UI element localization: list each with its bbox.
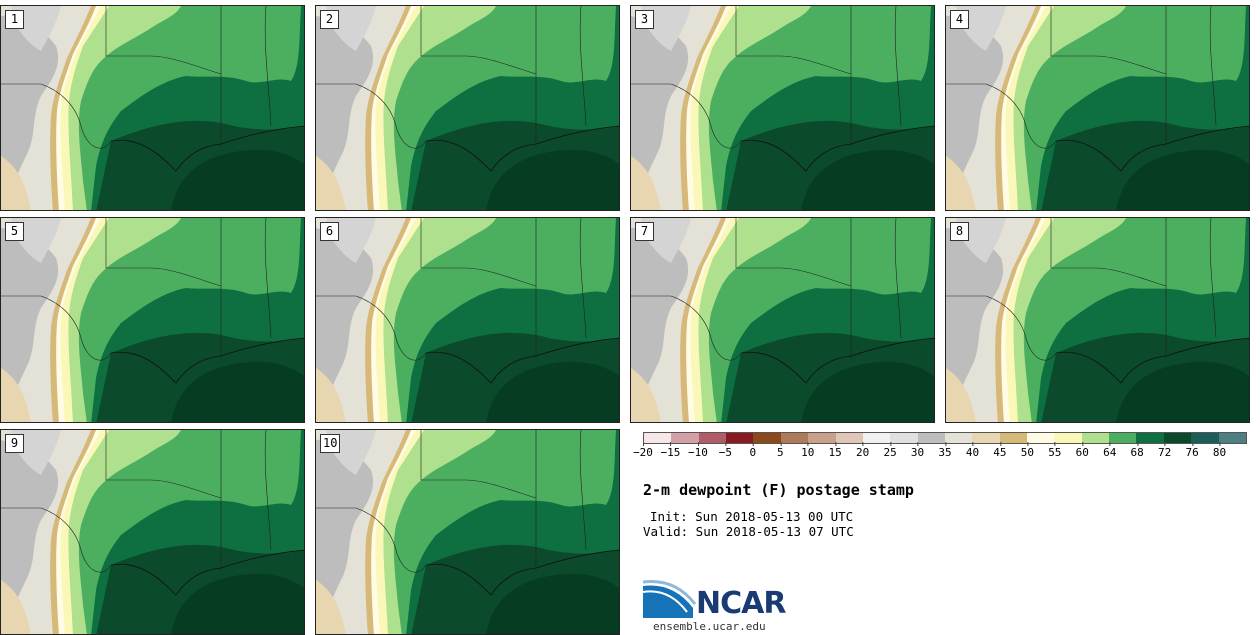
colorbar-tick-label: 55 [1048,442,1062,459]
site-url: ensemble.ucar.edu [653,620,766,633]
member-panel: 5 [0,217,305,423]
colorbar-swatch [780,433,809,443]
member-label: 2 [320,10,339,29]
colorbar-swatch [644,433,672,443]
colorbar-tick-label: 30 [910,442,925,459]
colorbar-swatch [808,433,836,443]
colorbar-tick-label: 68 [1130,442,1144,459]
colorbar-swatch [1218,433,1246,443]
colorbar-swatch [1027,433,1055,443]
member-panel: 10 [315,429,620,635]
valid-time: Valid: Sun 2018-05-13 07 UTC [643,524,854,539]
colorbar-tick-label: 45 [993,442,1007,459]
colorbar-tick-label: 15 [828,442,842,459]
dewpoint-map [316,218,619,422]
member-label: 10 [320,434,341,453]
colorbar-tick-label: 60 [1075,442,1089,459]
colorbar-tick-label: 10 [801,442,815,459]
colorbar-swatch [698,433,727,443]
colorbar-tick-label: 80 [1212,442,1227,459]
member-panel: 4 [945,5,1250,211]
member-label: 5 [5,222,24,241]
colorbar-swatch [753,433,781,443]
dewpoint-map [316,430,619,634]
colorbar-tick-label: −15 [660,442,681,459]
colorbar-swatch [1054,433,1082,443]
colorbar-swatch [671,433,699,443]
colorbar-swatch [835,433,863,443]
colorbar-tick-label: −10 [687,442,708,459]
colorbar-swatch [1109,433,1137,443]
plot-title: 2-m dewpoint (F) postage stamp [643,481,914,499]
colorbar-swatch [917,433,945,443]
member-label: 6 [320,222,339,241]
member-label: 4 [950,10,969,29]
colorbar-swatch [999,433,1028,443]
colorbar-tick-label: −5 [718,442,732,459]
colorbar-swatch [1163,433,1192,443]
member-label: 9 [5,434,24,453]
colorbar [643,432,1247,444]
member-label: 1 [5,10,24,29]
logo-text: NCAR [696,586,786,621]
colorbar-swatch [1081,433,1110,443]
colorbar-swatch [862,433,891,443]
colorbar-tick-label: 25 [883,442,897,459]
dewpoint-map [631,218,934,422]
dewpoint-map [631,6,934,210]
colorbar-tick-label: 64 [1103,442,1117,459]
colorbar-tick-label: 76 [1185,442,1199,459]
member-panel: 8 [945,217,1250,423]
dewpoint-map [1,6,304,210]
dewpoint-map [1,430,304,634]
colorbar-swatch [890,433,918,443]
colorbar-tick-label: 0 [749,442,757,459]
colorbar-swatch [944,433,973,443]
ncar-logo-icon [643,579,697,618]
member-panel: 9 [0,429,305,635]
colorbar-tick-label: −20 [633,442,653,459]
member-panel: 3 [630,5,935,211]
member-panel: 6 [315,217,620,423]
member-label: 8 [950,222,969,241]
member-label: 3 [635,10,654,29]
colorbar-tick-label: 72 [1158,442,1172,459]
colorbar-tick-label: 35 [938,442,952,459]
colorbar-swatch [1191,433,1219,443]
member-panel: 7 [630,217,935,423]
dewpoint-map [316,6,619,210]
dewpoint-map [946,218,1249,422]
colorbar-swatch [1136,433,1164,443]
dewpoint-map [946,6,1249,210]
colorbar-tick-label: 5 [776,442,784,459]
member-panel: 2 [315,5,620,211]
colorbar-tick-label: 50 [1020,442,1034,459]
colorbar-ticks: −20 −15 −10 −5 0 5 10 15 20 25 30 35 40 45 50 55 60 64 68 7… [633,442,1247,466]
colorbar-swatch [726,433,754,443]
colorbar-tick-label: 40 [965,442,980,459]
colorbar-tick-label: 20 [856,442,870,459]
init-time: Init: Sun 2018-05-13 00 UTC [650,509,854,524]
member-panel: 1 [0,5,305,211]
member-label: 7 [635,222,654,241]
dewpoint-map [1,218,304,422]
colorbar-swatch [972,433,1000,443]
